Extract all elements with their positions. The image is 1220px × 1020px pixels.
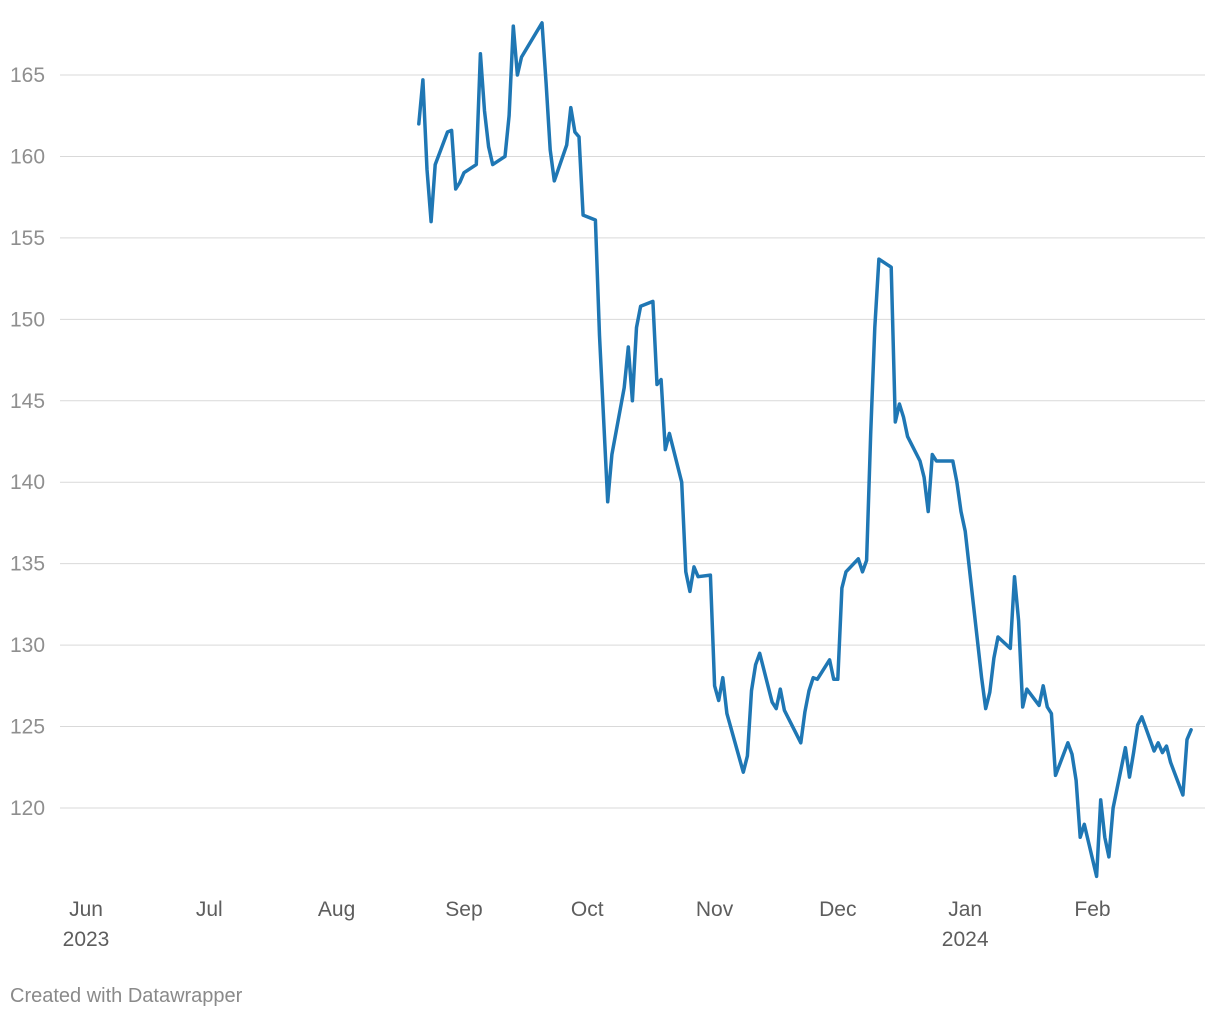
y-tick-label: 150 xyxy=(10,308,45,331)
x-tick-label: Aug xyxy=(318,898,355,921)
x-axis-ticks: Jun 2023 Jul Aug Sep Oct Nov Dec Jan 2024 Feb xyxy=(63,898,1111,951)
y-tick-label: 120 xyxy=(10,797,45,820)
x-tick-label: Feb xyxy=(1074,898,1110,921)
x-tick-year-label: 2024 xyxy=(942,928,989,951)
y-tick-label: 160 xyxy=(10,145,45,168)
x-tick-label: Dec xyxy=(819,898,856,921)
y-tick-label: 165 xyxy=(10,64,45,87)
x-tick-label: Nov xyxy=(696,898,734,921)
y-tick-label: 130 xyxy=(10,634,45,657)
y-tick-label: 145 xyxy=(10,390,45,413)
y-axis-ticks: 120 125 130 135 140 145 150 155 160 165 xyxy=(10,64,45,820)
x-tick-label: Jun xyxy=(69,898,103,921)
x-tick-label: Oct xyxy=(571,898,604,921)
y-tick-label: 140 xyxy=(10,471,45,494)
y-tick-label: 125 xyxy=(10,716,45,739)
y-tick-label: 155 xyxy=(10,227,45,250)
y-tick-label: 135 xyxy=(10,553,45,576)
series-line-0 xyxy=(417,21,1193,879)
x-tick-label: Jul xyxy=(196,898,223,921)
credit-text: Created with Datawrapper xyxy=(10,985,243,1007)
x-tick-label: Jan xyxy=(948,898,982,921)
x-tick-year-label: 2023 xyxy=(63,928,110,951)
x-tick-label: Sep xyxy=(445,898,482,921)
series-layer xyxy=(417,21,1193,879)
